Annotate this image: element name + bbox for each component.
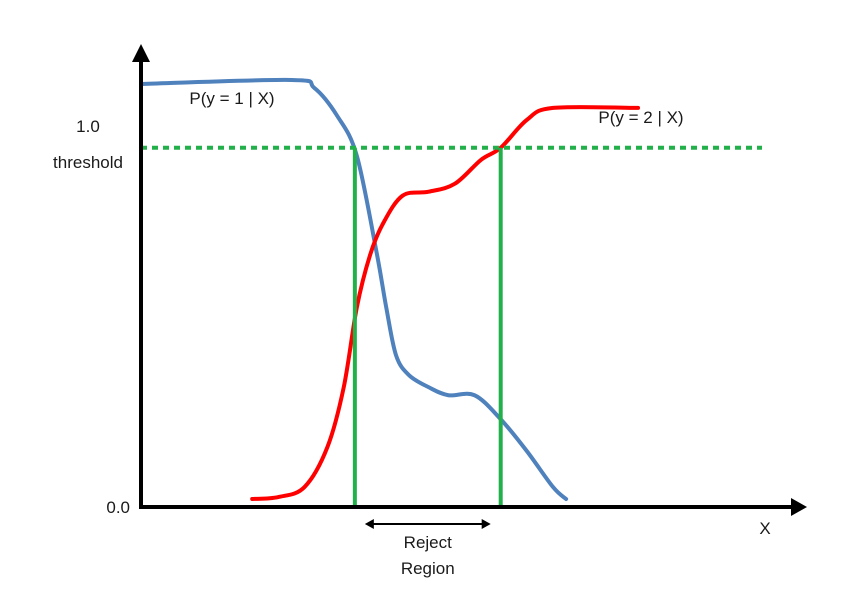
x-axis-label: X — [759, 519, 770, 538]
reject-arrowhead-right — [481, 519, 491, 529]
y-tick-label-bottom: 0.0 — [106, 498, 130, 517]
series-label-p-y1: P(y = 1 | X) — [189, 89, 274, 108]
series-label-p-y2: P(y = 2 | X) — [598, 108, 683, 127]
y-axis-arrowhead — [132, 44, 150, 62]
reject-region-label-line1: Reject — [404, 533, 452, 552]
x-axis-arrowhead — [791, 498, 807, 516]
series-line-p-y2 — [250, 105, 641, 502]
axis-layer — [132, 44, 807, 516]
y-tick-label-top: 1.0 — [76, 117, 100, 136]
guide-layer — [141, 145, 762, 529]
reject-arrowhead-left — [364, 519, 374, 529]
series-layer — [139, 77, 641, 502]
label-layer: 1.0 threshold 0.0 X P(y = 1 | X) P(y = 2… — [53, 89, 771, 578]
reject-region-label-line2: Region — [401, 559, 455, 578]
series-line-p-y1 — [139, 77, 569, 502]
threshold-label: threshold — [53, 153, 123, 172]
